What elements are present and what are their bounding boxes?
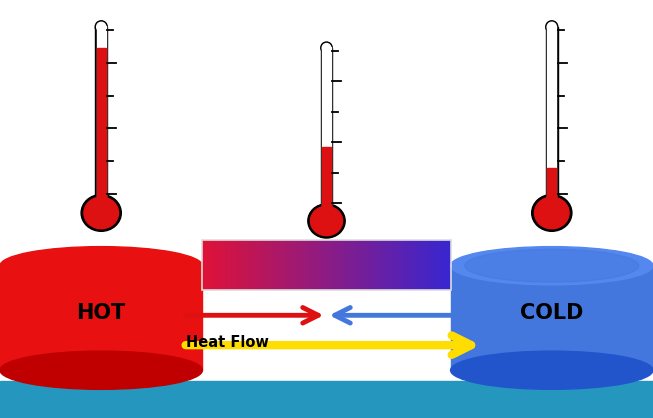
Ellipse shape: [451, 247, 653, 285]
Text: HOT: HOT: [76, 303, 126, 323]
Bar: [97, 26, 106, 199]
Bar: [323, 147, 330, 208]
Bar: [323, 206, 330, 221]
Bar: [202, 240, 451, 290]
Ellipse shape: [321, 42, 332, 54]
Bar: [95, 197, 107, 213]
Text: COLD: COLD: [520, 303, 584, 323]
Bar: [323, 47, 330, 208]
Ellipse shape: [95, 21, 107, 33]
Bar: [323, 206, 330, 221]
Ellipse shape: [535, 197, 569, 229]
Bar: [546, 27, 558, 200]
Ellipse shape: [323, 43, 331, 52]
Bar: [547, 26, 556, 199]
Bar: [95, 27, 107, 200]
Ellipse shape: [465, 249, 639, 282]
Ellipse shape: [0, 351, 202, 389]
Ellipse shape: [0, 247, 202, 285]
Ellipse shape: [308, 204, 345, 238]
Ellipse shape: [547, 22, 556, 31]
Ellipse shape: [310, 206, 343, 236]
Ellipse shape: [81, 194, 121, 231]
Bar: [97, 48, 106, 199]
Bar: [0, 381, 653, 418]
Bar: [0, 266, 202, 370]
Bar: [97, 197, 106, 213]
Ellipse shape: [532, 194, 572, 231]
Ellipse shape: [546, 21, 558, 33]
Bar: [547, 197, 556, 213]
Bar: [321, 206, 332, 221]
Bar: [321, 48, 332, 209]
Bar: [547, 197, 556, 213]
Ellipse shape: [97, 22, 106, 31]
Bar: [547, 168, 556, 199]
Bar: [451, 266, 653, 370]
Ellipse shape: [84, 197, 118, 229]
Bar: [97, 197, 106, 213]
Ellipse shape: [14, 249, 188, 282]
Bar: [546, 197, 558, 213]
Text: Heat Flow: Heat Flow: [186, 335, 269, 350]
Ellipse shape: [451, 351, 653, 389]
